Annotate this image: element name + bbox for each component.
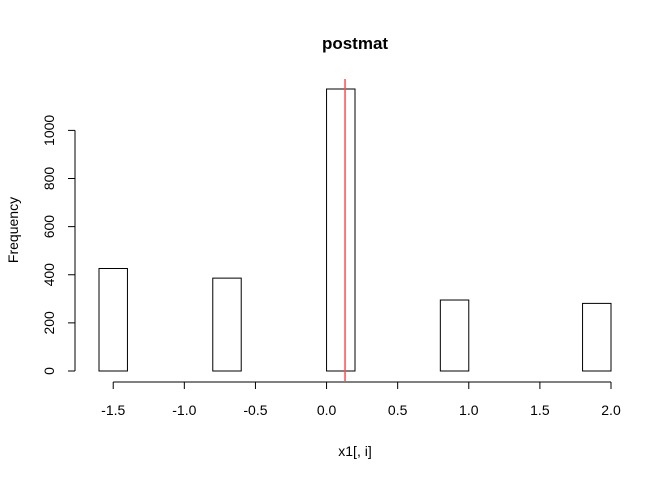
histogram-bar-17: [582, 302, 612, 372]
x-tick-label: 0.0: [317, 402, 337, 418]
x-tick-label: 0.5: [388, 402, 408, 418]
x-axis-label: x1[, i]: [338, 443, 371, 459]
chart-title: postmat: [322, 34, 388, 53]
x-tick-label: -1.0: [172, 402, 196, 418]
y-axis-label: Frequency: [5, 197, 21, 263]
x-axis: -1.5 -1.0 -0.5 0.0 0.5 1.0 1.5 2.0: [101, 381, 621, 418]
x-tick-label: -0.5: [243, 402, 267, 418]
x-tick-label: -1.5: [101, 402, 125, 418]
x-tick-label: 2.0: [601, 402, 621, 418]
y-tick-label: 1000: [41, 115, 57, 146]
histogram-bar-0: [98, 267, 128, 372]
y-tick-label: 200: [41, 311, 57, 335]
x-tick-label: 1.0: [459, 402, 479, 418]
histogram-bar-4: [212, 277, 242, 372]
histogram-bar-12: [439, 299, 470, 372]
bars-group: [98, 88, 612, 372]
y-tick-label: 0: [41, 367, 57, 375]
y-axis: 0 200 400 600 800 1000: [41, 115, 76, 375]
y-tick-label: 800: [41, 167, 57, 191]
y-tick-label: 400: [41, 263, 57, 287]
histogram-bar-8: [326, 88, 356, 372]
y-tick-label: 600: [41, 215, 57, 239]
x-tick-label: 1.5: [530, 402, 550, 418]
